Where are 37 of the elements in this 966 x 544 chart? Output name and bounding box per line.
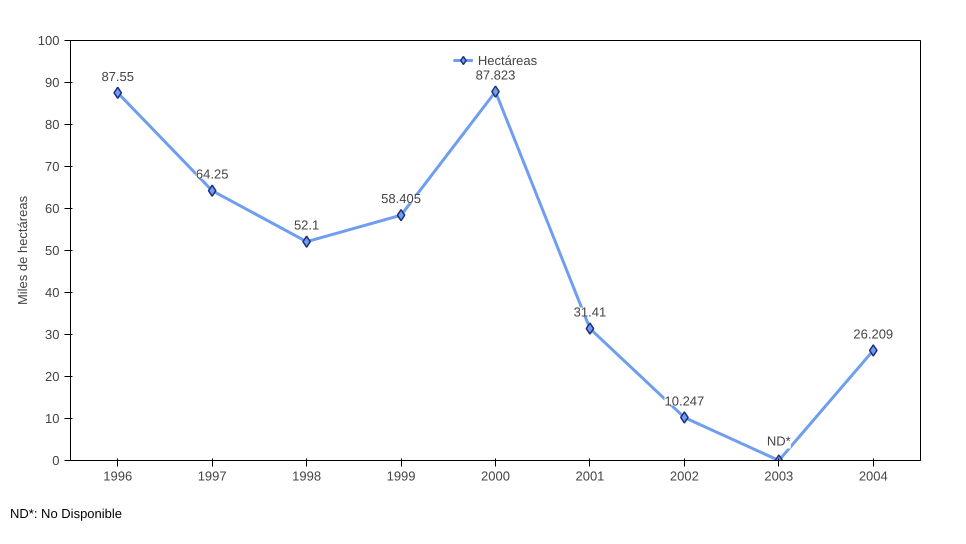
data-label: ND* (766, 434, 791, 448)
x-tick-label: 2003 (764, 468, 794, 484)
y-tick-label: 70 (45, 159, 60, 174)
x-tick-label: 1996 (103, 468, 132, 484)
data-label: 58.405 (381, 191, 421, 206)
data-label: 26.209 (853, 326, 894, 342)
y-axis-title: Miles de hectáreas (14, 195, 30, 306)
y-tick-label: 30 (45, 327, 60, 342)
data-label: 64.25 (196, 166, 228, 182)
x-tick-label: 2002 (670, 468, 699, 484)
y-tick-label: 60 (45, 201, 60, 216)
y-tick-label: 90 (45, 75, 60, 90)
point (868, 344, 878, 357)
data-label: 87.823 (476, 68, 516, 83)
y-tick-label: 20 (45, 369, 60, 384)
data-label: 52.1 (294, 218, 320, 233)
y-tick-label: 100 (38, 33, 60, 48)
y-tick-label: 50 (45, 243, 60, 258)
point (113, 86, 122, 100)
point (302, 235, 312, 248)
y-tick-label: 0 (52, 453, 60, 468)
y-tick-label: 80 (45, 117, 60, 132)
x-tick-label: 1998 (292, 468, 322, 484)
data-label: 10.247 (664, 393, 704, 408)
point (208, 184, 217, 197)
point (680, 411, 689, 424)
y-tick-label: 40 (45, 285, 60, 300)
legend-label: Hectáreas (478, 52, 538, 68)
x-tick-label: 2000 (481, 468, 510, 484)
x-tick-label: 2004 (858, 468, 888, 484)
x-tick-label: 1997 (198, 468, 227, 484)
y-tick-label: 10 (45, 411, 60, 426)
x-tick-label: 2001 (575, 468, 604, 484)
data-label: 87.55 (101, 68, 134, 84)
data-label: 31.41 (574, 304, 606, 320)
text: ND*: No Disponible (10, 505, 122, 523)
x-tick-label: 1999 (386, 468, 416, 484)
